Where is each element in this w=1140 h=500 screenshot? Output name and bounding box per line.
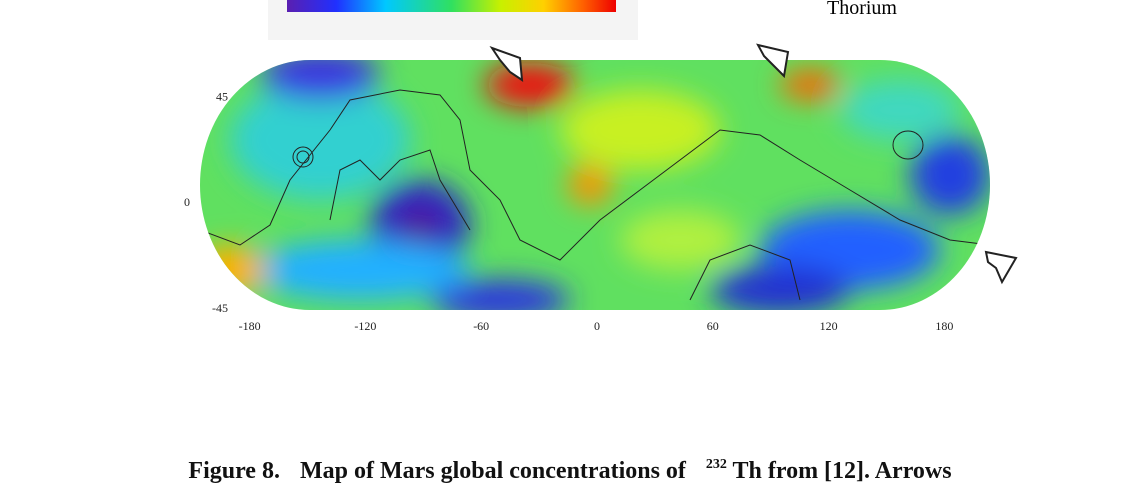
y-tick-label: 45 (216, 89, 228, 103)
arrows (489, 43, 1018, 285)
caption-text: Map of Mars global concentrations of (300, 458, 687, 484)
y-tick-label: -45 (212, 301, 228, 315)
caption-label: Figure 8. (188, 458, 280, 484)
caption: Figure 8. Map of Mars global concentrati… (188, 448, 951, 484)
x-tick-label: -60 (473, 319, 489, 333)
x-tick-label: 60 (707, 319, 719, 333)
caption-superscript: 232 (706, 457, 727, 472)
caption-text: Th from [12]. Arrows (733, 458, 952, 484)
x-tick-label: -180 (239, 319, 261, 333)
x-tick-label: 180 (935, 319, 953, 333)
y-tick-label: 0 (184, 195, 190, 209)
map (200, 60, 990, 310)
colorbar-label: Thorium (827, 0, 897, 19)
colorbar (287, 0, 616, 12)
x-tick-label: 120 (820, 319, 838, 333)
x-tick-label: -120 (354, 319, 376, 333)
x-tick-label: 0 (594, 319, 600, 333)
